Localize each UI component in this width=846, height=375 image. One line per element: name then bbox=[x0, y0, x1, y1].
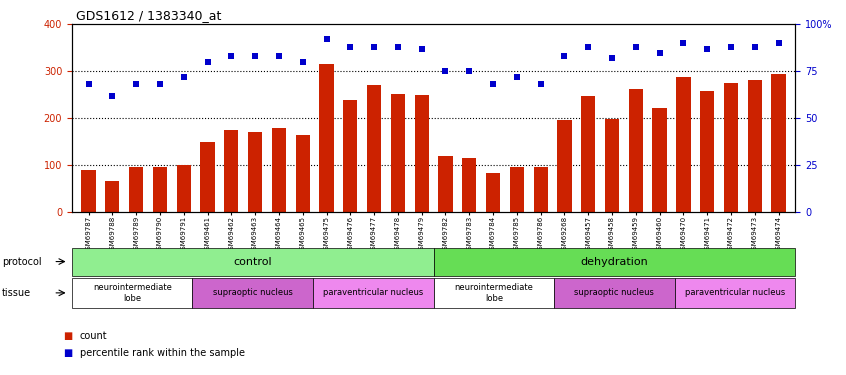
Point bbox=[177, 74, 190, 80]
Bar bbox=[201, 142, 215, 212]
Bar bbox=[319, 64, 333, 212]
Point bbox=[391, 44, 404, 50]
Bar bbox=[772, 74, 786, 212]
Point bbox=[700, 46, 714, 52]
Bar bbox=[177, 165, 191, 212]
Point bbox=[653, 50, 667, 55]
Bar bbox=[343, 100, 357, 212]
Bar bbox=[534, 167, 547, 212]
Point bbox=[581, 44, 595, 50]
Point bbox=[724, 44, 738, 50]
Bar bbox=[105, 182, 119, 212]
Bar bbox=[652, 108, 667, 212]
Text: count: count bbox=[80, 331, 107, 340]
Text: ■: ■ bbox=[63, 331, 73, 340]
Point bbox=[201, 59, 214, 65]
Bar bbox=[438, 156, 453, 212]
Point bbox=[772, 40, 785, 46]
Point bbox=[463, 68, 476, 74]
Point bbox=[677, 40, 690, 46]
Bar bbox=[629, 89, 643, 212]
Point bbox=[415, 46, 428, 52]
Point bbox=[367, 44, 381, 50]
Bar bbox=[748, 80, 762, 212]
Point bbox=[129, 81, 143, 87]
Point bbox=[510, 74, 524, 80]
Point bbox=[296, 59, 310, 65]
Text: paraventricular nucleus: paraventricular nucleus bbox=[323, 288, 423, 297]
Bar bbox=[272, 128, 286, 212]
Bar bbox=[605, 119, 619, 212]
Text: supraoptic nucleus: supraoptic nucleus bbox=[574, 288, 654, 297]
Point bbox=[153, 81, 167, 87]
Bar bbox=[248, 132, 262, 212]
Text: paraventricular nucleus: paraventricular nucleus bbox=[685, 288, 785, 297]
Text: tissue: tissue bbox=[2, 288, 30, 298]
Point bbox=[439, 68, 453, 74]
Point bbox=[272, 53, 286, 59]
Text: control: control bbox=[233, 256, 272, 267]
Point bbox=[486, 81, 500, 87]
Bar bbox=[558, 120, 572, 212]
Point bbox=[629, 44, 643, 50]
Bar bbox=[462, 158, 476, 212]
Bar bbox=[581, 96, 596, 212]
Text: GDS1612 / 1383340_at: GDS1612 / 1383340_at bbox=[76, 9, 222, 22]
Bar bbox=[509, 167, 524, 212]
Bar bbox=[415, 95, 429, 212]
Bar bbox=[391, 94, 405, 212]
Bar bbox=[153, 167, 167, 212]
Point bbox=[249, 53, 262, 59]
Point bbox=[748, 44, 761, 50]
Bar bbox=[224, 130, 239, 212]
Point bbox=[224, 53, 238, 59]
Text: dehydration: dehydration bbox=[580, 256, 648, 267]
Point bbox=[534, 81, 547, 87]
Bar bbox=[367, 86, 382, 212]
Point bbox=[82, 81, 96, 87]
Text: ■: ■ bbox=[63, 348, 73, 358]
Text: supraoptic nucleus: supraoptic nucleus bbox=[213, 288, 293, 297]
Bar bbox=[295, 135, 310, 212]
Text: percentile rank within the sample: percentile rank within the sample bbox=[80, 348, 244, 358]
Point bbox=[558, 53, 571, 59]
Bar bbox=[724, 82, 738, 212]
Bar bbox=[129, 167, 143, 212]
Bar bbox=[81, 170, 96, 212]
Point bbox=[343, 44, 357, 50]
Text: neurointermediate
lobe: neurointermediate lobe bbox=[93, 283, 172, 303]
Text: protocol: protocol bbox=[2, 256, 41, 267]
Point bbox=[605, 55, 618, 61]
Bar bbox=[700, 91, 714, 212]
Bar bbox=[486, 173, 500, 212]
Bar bbox=[676, 77, 690, 212]
Point bbox=[320, 36, 333, 42]
Point bbox=[106, 93, 119, 99]
Text: neurointermediate
lobe: neurointermediate lobe bbox=[454, 283, 533, 303]
